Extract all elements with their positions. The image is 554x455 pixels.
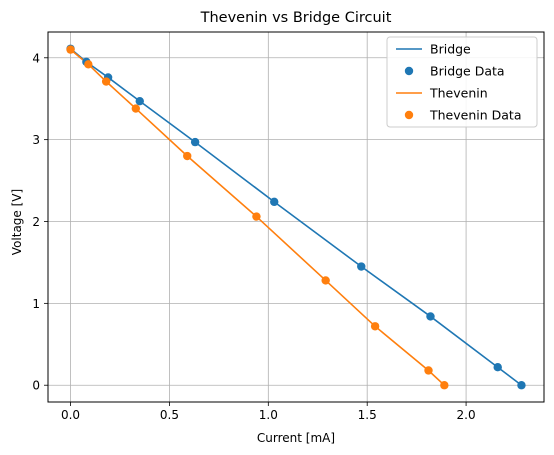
legend-label: Bridge [430, 42, 471, 57]
data-point-bridge-data [517, 381, 526, 390]
data-point-thevenin-data [101, 77, 111, 86]
data-point-bridge-data [135, 96, 144, 106]
y-axis-label: Voltage [V] [10, 189, 24, 255]
data-point-bridge-data [493, 363, 502, 372]
data-point-thevenin-data [440, 381, 449, 390]
x-tick-label: 0.5 [160, 408, 179, 422]
data-point-thevenin-data [66, 45, 75, 54]
chart-title: Thevenin vs Bridge Circuit [200, 10, 392, 26]
data-point-thevenin-data [131, 104, 141, 113]
x-axis: 0.0 0.5 1.0 1.5 2.0 [61, 402, 476, 422]
x-tick-label: 1.5 [358, 408, 377, 422]
legend: Bridge Bridge Data Thevenin Thevenin Data [386, 36, 538, 128]
data-point-bridge-data [426, 312, 435, 321]
y-tick-label: 1 [32, 297, 40, 311]
data-point-thevenin-data [84, 60, 93, 69]
x-tick-label: 0.0 [61, 408, 80, 422]
legend-label: Thevenin [429, 86, 488, 101]
data-point-thevenin-data [370, 322, 380, 331]
x-tick-label: 2.0 [457, 408, 476, 422]
data-point-bridge-data [190, 137, 200, 147]
data-point-thevenin-data [252, 212, 261, 221]
series-line-thevenin [70, 48, 445, 386]
legend-box [386, 36, 538, 128]
x-tick-label: 1.0 [259, 408, 278, 422]
series-line-bridge [70, 48, 522, 386]
y-tick-label: 2 [32, 215, 40, 229]
data-point-thevenin-data [183, 151, 192, 161]
legend-marker-swatch [404, 66, 414, 76]
x-axis-label: Current [mA] [257, 431, 335, 445]
data-point-thevenin-data [424, 366, 433, 375]
data-point-bridge-data [357, 262, 366, 271]
legend-marker-swatch [404, 110, 414, 120]
y-tick-label: 3 [32, 133, 40, 147]
plot-frame [47, 31, 545, 403]
y-tick-label: 0 [32, 379, 40, 393]
y-axis: 0 1 2 3 4 [32, 51, 48, 393]
series-layer [66, 44, 526, 390]
legend-label: Thevenin Data [429, 108, 521, 123]
data-point-bridge-data [270, 197, 279, 207]
y-tick-label: 4 [32, 51, 40, 65]
legend-label: Bridge Data [430, 64, 505, 79]
data-point-thevenin-data [321, 276, 330, 285]
